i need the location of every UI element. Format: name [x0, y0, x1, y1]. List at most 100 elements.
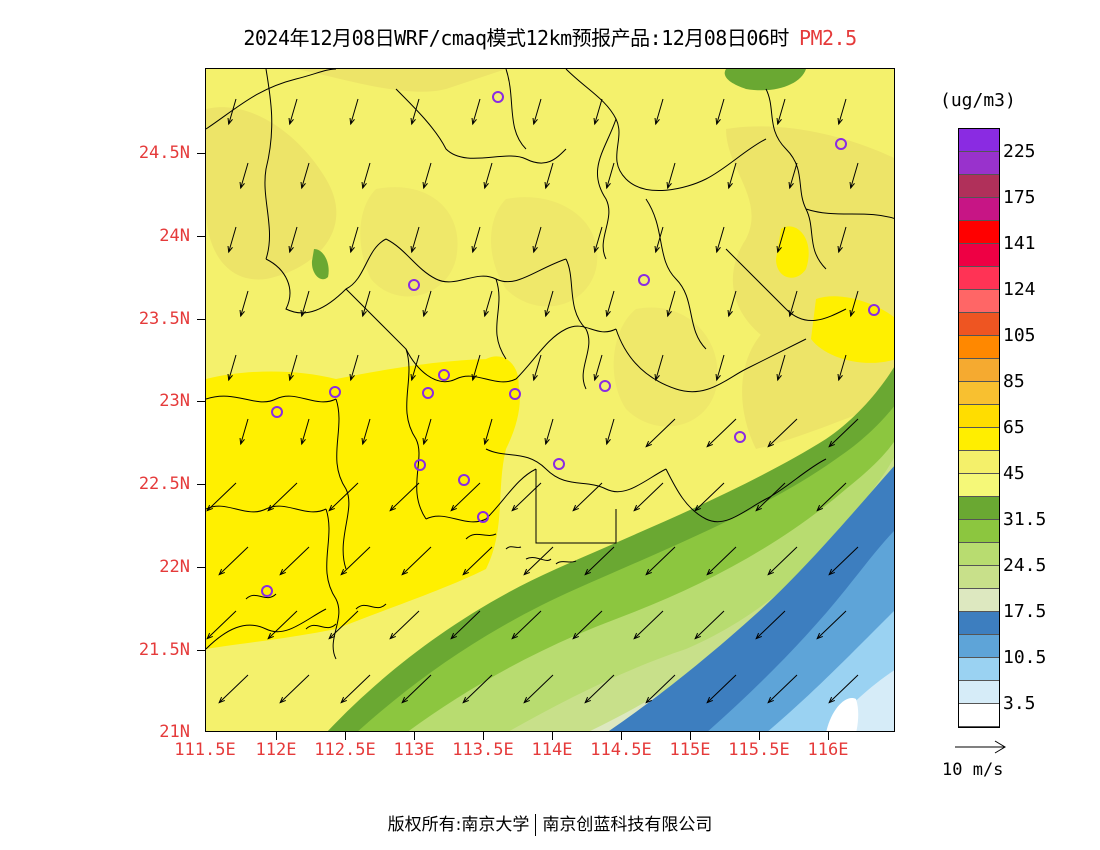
wind-arrow — [655, 98, 664, 125]
wind-arrow — [423, 290, 432, 317]
wind-arrow — [279, 546, 310, 575]
wind-arrow — [850, 290, 859, 317]
wind-arrow-head — [410, 373, 416, 382]
wind-arrow-head — [584, 696, 591, 704]
wind-arrow — [767, 418, 798, 447]
wind-arrow — [655, 226, 664, 253]
wind-arrow-head — [389, 504, 396, 512]
lon-label-112.5E: 112.5E — [314, 740, 376, 760]
colorbar-cell — [959, 497, 999, 520]
wind-arrow — [706, 674, 737, 703]
copyright: 版权所有:南京大学 南京创蓝科技有限公司 — [0, 810, 1100, 836]
wind-arrow — [816, 610, 847, 639]
lat-label-21N: 21N — [159, 722, 190, 742]
legend-label-124: 124 — [1003, 279, 1036, 300]
wind-arrow — [267, 482, 298, 511]
colorbar-cell — [959, 635, 999, 658]
wind-arrow-head — [776, 117, 782, 126]
wind-arrow-head — [605, 437, 611, 446]
wind-arrow-head — [532, 117, 538, 126]
wind-arrow-head — [218, 568, 225, 576]
wind-arrow — [289, 354, 298, 381]
wind-arrow-head — [593, 117, 599, 126]
wind-arrow-head — [483, 181, 489, 190]
legend-label-3.5: 3.5 — [1003, 693, 1036, 714]
wind-arrow — [228, 226, 237, 253]
wind-arrow-head — [837, 117, 843, 126]
wind-scale-label: 10 m/s — [942, 760, 1004, 780]
wind-arrow-head — [300, 181, 306, 190]
wind-arrow-head — [767, 568, 774, 576]
wind-arrow — [584, 546, 615, 575]
wind-arrow — [545, 418, 554, 445]
wind-arrow — [206, 482, 237, 511]
wind-arrow-head — [694, 632, 701, 640]
lat-label-22.5N: 22.5N — [138, 474, 190, 494]
colorbar-cell — [959, 221, 999, 244]
wind-arrow-head — [715, 245, 721, 254]
wind-arrow-head — [523, 568, 530, 576]
copyright-divider — [535, 814, 537, 836]
wind-arrow-head — [410, 245, 416, 254]
wind-arrow — [301, 418, 310, 445]
wind-arrow-head — [401, 568, 408, 576]
wind-arrow — [645, 418, 676, 447]
wind-arrow-head — [572, 632, 579, 640]
wind-arrow-head — [654, 245, 660, 254]
colorbar-cell — [959, 520, 999, 543]
wind-arrow-head — [349, 373, 355, 382]
wind-arrow-head — [267, 504, 274, 512]
wind-arrow-head — [450, 504, 457, 512]
wind-arrow-head — [422, 181, 428, 190]
legend-label-141: 141 — [1003, 233, 1036, 254]
wind-arrow-head — [300, 309, 306, 318]
wind-arrow — [572, 610, 603, 639]
legend-label-24.5: 24.5 — [1003, 555, 1047, 576]
colorbar-cell — [959, 152, 999, 175]
lat-label-23N: 23N — [159, 391, 190, 411]
wind-arrow-head — [462, 568, 469, 576]
wind-arrow — [511, 482, 542, 511]
wind-arrow — [828, 418, 859, 447]
wind-arrow-head — [483, 437, 489, 446]
wind-arrow — [728, 162, 737, 189]
lon-label-114.5E: 114.5E — [590, 740, 652, 760]
legend-label-17.5: 17.5 — [1003, 601, 1047, 622]
wind-arrow — [350, 226, 359, 253]
wind-arrow-head — [361, 309, 367, 318]
wind-arrow — [484, 162, 493, 189]
wind-arrow-head — [544, 309, 550, 318]
wind-arrow — [767, 674, 798, 703]
wind-arrow — [362, 290, 371, 317]
wind-arrow — [533, 98, 542, 125]
colorbar-cell — [959, 267, 999, 290]
wind-arrow-head — [605, 181, 611, 190]
wind-arrow — [594, 98, 603, 125]
wind-arrow — [850, 162, 859, 189]
lon-label-113E: 113E — [393, 740, 435, 760]
wind-arrow-head — [288, 117, 294, 126]
wind-arrow — [389, 610, 420, 639]
wind-arrow — [755, 610, 786, 639]
colorbar-cell — [959, 175, 999, 198]
wind-arrow — [533, 226, 542, 253]
legend-label-85: 85 — [1003, 371, 1025, 392]
wind-arrow — [606, 162, 615, 189]
wind-arrow-head — [755, 632, 762, 640]
wind-arrow — [267, 610, 298, 639]
wind-arrow-head — [645, 440, 652, 448]
wind-arrow — [301, 162, 310, 189]
wind-arrow — [240, 162, 249, 189]
wind-arrow-head — [532, 373, 538, 382]
wind-arrow-head — [511, 504, 518, 512]
colorbar-cell — [959, 129, 999, 152]
wind-arrow-head — [849, 181, 855, 190]
lat-label-24.5N: 24.5N — [138, 143, 190, 163]
wind-arrow-head — [544, 437, 550, 446]
wind-arrow-head — [727, 309, 733, 318]
wind-arrow — [838, 354, 847, 381]
wind-arrow-head — [483, 309, 489, 318]
wind-arrow — [716, 98, 725, 125]
wind-arrow-head — [816, 632, 823, 640]
wind-arrow — [289, 226, 298, 253]
